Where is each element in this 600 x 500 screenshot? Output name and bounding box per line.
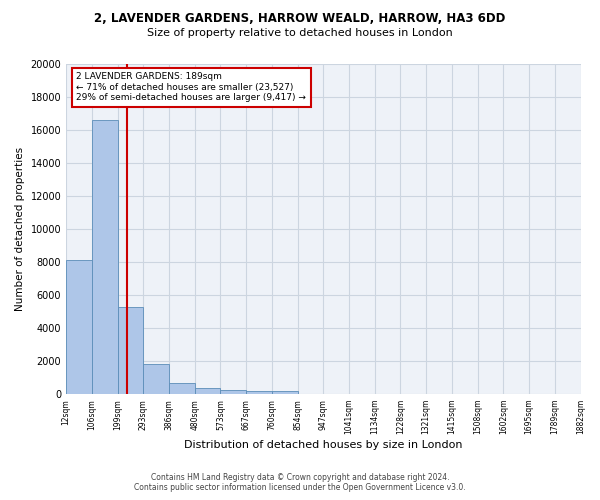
Text: Size of property relative to detached houses in London: Size of property relative to detached ho…: [147, 28, 453, 38]
Bar: [169, 383, 195, 394]
Bar: [143, 364, 169, 394]
Bar: [246, 390, 272, 394]
Bar: [66, 260, 92, 394]
Text: 2 LAVENDER GARDENS: 189sqm
← 71% of detached houses are smaller (23,527)
29% of : 2 LAVENDER GARDENS: 189sqm ← 71% of deta…: [76, 72, 307, 102]
Text: Contains HM Land Registry data © Crown copyright and database right 2024.
Contai: Contains HM Land Registry data © Crown c…: [134, 473, 466, 492]
Bar: [272, 391, 298, 394]
Bar: [92, 120, 118, 394]
Bar: [118, 306, 143, 394]
Y-axis label: Number of detached properties: Number of detached properties: [15, 147, 25, 311]
Text: 2, LAVENDER GARDENS, HARROW WEALD, HARROW, HA3 6DD: 2, LAVENDER GARDENS, HARROW WEALD, HARRO…: [94, 12, 506, 26]
Bar: [195, 388, 220, 394]
X-axis label: Distribution of detached houses by size in London: Distribution of detached houses by size …: [184, 440, 463, 450]
Bar: [220, 390, 246, 394]
